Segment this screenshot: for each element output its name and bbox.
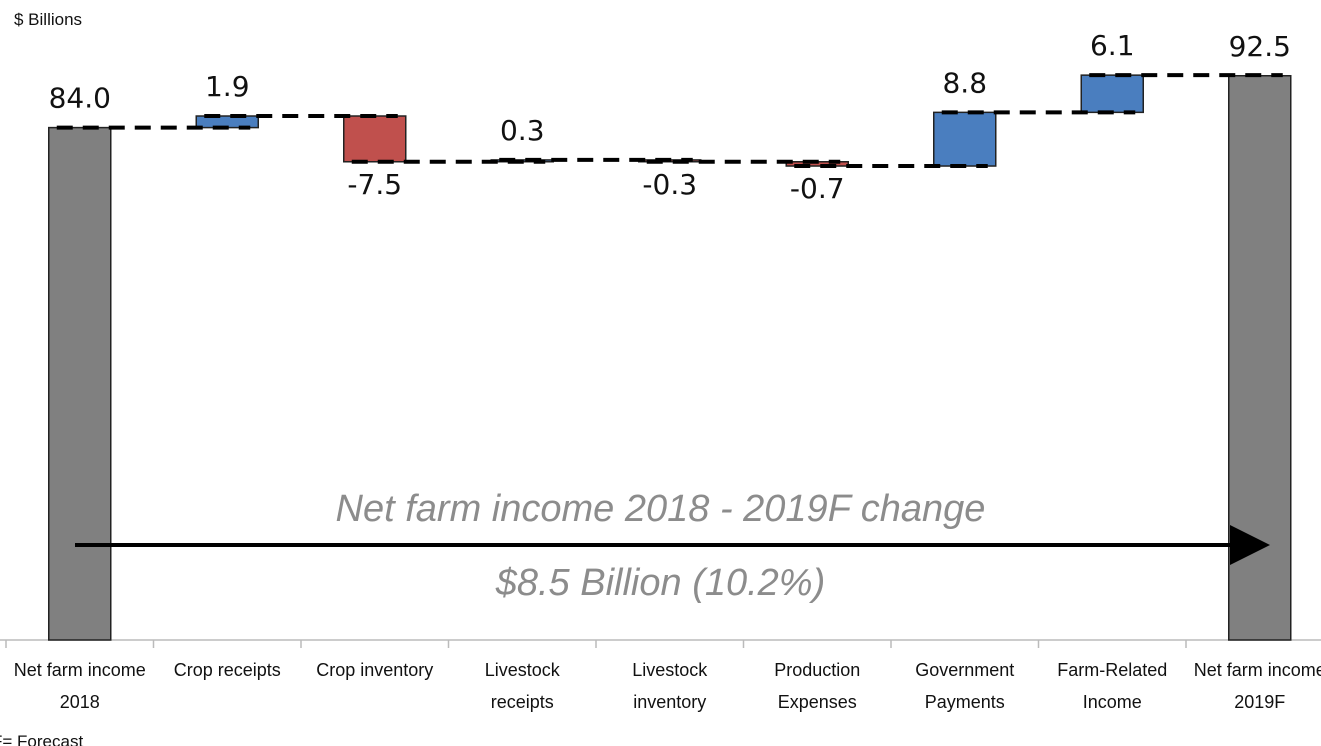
value-label: 92.5 bbox=[1229, 30, 1291, 63]
x-tick-label: Farm-Related Income bbox=[1057, 660, 1168, 712]
value-label: -0.3 bbox=[642, 168, 697, 201]
x-tick-label: Livestock inventory bbox=[632, 660, 708, 712]
value-label: -0.7 bbox=[790, 172, 845, 205]
bar bbox=[1228, 75, 1292, 641]
x-tick-label: Net farm income 2018 bbox=[13, 660, 146, 712]
value-label: 1.9 bbox=[205, 70, 250, 103]
bar bbox=[1080, 74, 1144, 114]
x-tick-label: Livestock receipts bbox=[484, 660, 560, 712]
value-label: 0.3 bbox=[500, 114, 545, 147]
value-label: 8.8 bbox=[942, 66, 987, 99]
bar bbox=[933, 111, 997, 167]
bar bbox=[48, 126, 112, 641]
x-tick-label: Crop inventory bbox=[316, 660, 434, 680]
value-label: -7.5 bbox=[347, 168, 402, 201]
x-tick-label: Crop receipts bbox=[173, 660, 281, 680]
x-tick-label: Net farm income 2019F bbox=[1193, 660, 1321, 712]
value-label: 84.0 bbox=[49, 82, 111, 115]
y-axis-label: $ Billions bbox=[14, 10, 83, 29]
bar bbox=[343, 115, 407, 163]
footnote: F= Forecast bbox=[0, 732, 84, 746]
x-tick-label: Production Expenses bbox=[774, 660, 861, 712]
value-label: 6.1 bbox=[1090, 29, 1135, 62]
x-tick-label: Government Payments bbox=[915, 660, 1015, 712]
annotation: $8.5 Billion (10.2%) bbox=[495, 562, 826, 604]
annotation: Net farm income 2018 - 2019F change bbox=[335, 488, 986, 530]
